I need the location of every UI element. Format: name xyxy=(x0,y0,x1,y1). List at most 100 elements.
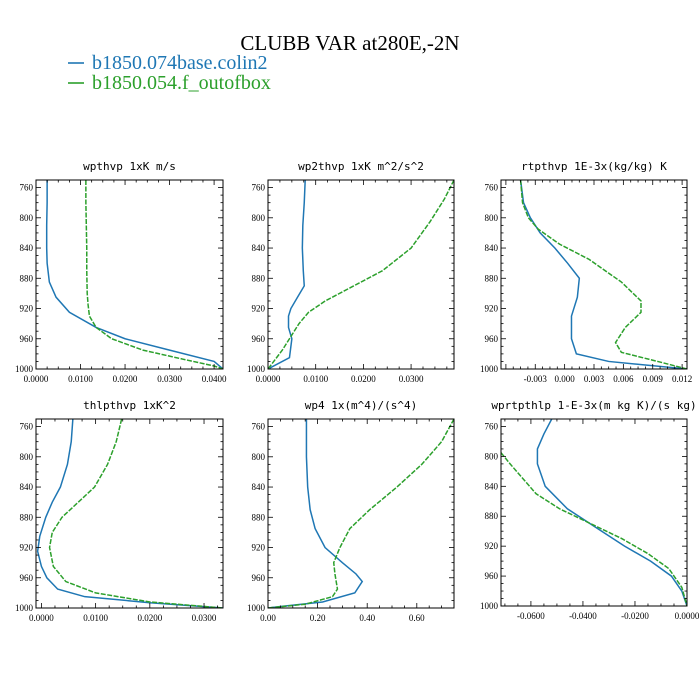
y-tick-label: 760 xyxy=(252,183,266,193)
y-tick-label: 800 xyxy=(485,451,499,461)
x-tick-label: 0.0100 xyxy=(303,374,328,384)
panel-6: wprtpthlp 1-E-3x(m kg K)/(s kg) 760 800 840… xyxy=(480,399,700,621)
series-line-2 xyxy=(85,180,223,369)
series-line-1 xyxy=(268,180,306,369)
y-tick-label: 920 xyxy=(20,543,34,553)
y-tick-label: 800 xyxy=(252,213,266,223)
panel-2: wp2thvp 1xK m^2/s^2 760 800 840 880 920 960 100… xyxy=(247,160,455,384)
panel-3: rtpthvp 1E-3x(kg/kg) K 760 800 840 880 920 960… xyxy=(480,160,692,384)
y-tick-label: 880 xyxy=(485,511,499,521)
panel-title: thlpthvp 1xK^2 xyxy=(83,399,176,412)
y-tick-label: 880 xyxy=(252,273,266,283)
series-line-1 xyxy=(268,419,364,608)
y-tick-label: 880 xyxy=(20,512,34,522)
y-tick-label: 1000 xyxy=(15,603,34,613)
y-tick-label: 800 xyxy=(20,452,34,462)
panel-title: rtpthvp 1E-3x(kg/kg) K xyxy=(521,160,667,173)
y-tick-label: 840 xyxy=(20,482,34,492)
panel-5: wp4 1x(m^4)/(s^4)76080084088092096010000… xyxy=(247,399,455,623)
y-tick-label: 960 xyxy=(252,573,266,583)
legend-label-1: b1850.074base.colin2 xyxy=(92,52,268,74)
y-tick-label: 800 xyxy=(485,213,499,223)
y-tick-label: 840 xyxy=(485,243,499,253)
figure-title: CLUBB VAR at280E,-2N xyxy=(240,31,459,55)
y-tick-label: 880 xyxy=(485,273,499,283)
x-tick-label: 0.0200 xyxy=(113,374,138,384)
x-tick-label: 0.20 xyxy=(310,613,326,623)
y-tick-label: 760 xyxy=(252,422,266,432)
y-tick-label: 880 xyxy=(252,512,266,522)
series-line-1 xyxy=(45,180,223,369)
axes-frame xyxy=(267,179,455,370)
y-tick-label: 960 xyxy=(252,334,266,344)
axes-frame xyxy=(35,418,224,609)
y-tick-label: 920 xyxy=(485,541,499,551)
series-line-2 xyxy=(501,452,687,606)
panel-title: wp2thvp 1xK m^2/s^2 xyxy=(298,160,424,173)
panel-title: wp4 1x(m^4)/(s^4) xyxy=(305,399,418,412)
y-tick-label: 1000 xyxy=(247,603,266,613)
series-line-2 xyxy=(268,419,454,608)
y-tick-label: 960 xyxy=(20,334,34,344)
y-tick-label: 840 xyxy=(485,481,499,491)
y-tick-label: 800 xyxy=(252,452,266,462)
x-tick-label: 0.000 xyxy=(555,374,576,384)
x-tick-label: -0.0400 xyxy=(569,611,597,621)
figure-legend: b1850.074base.colin2 b1850.054.f_outofbo… xyxy=(68,52,271,94)
y-tick-label: 960 xyxy=(485,334,499,344)
y-tick-label: 880 xyxy=(20,273,34,283)
panels: wpthvp 1xK m/s76080084088092096010000.00… xyxy=(15,160,700,623)
x-tick-label: 0.0000 xyxy=(29,613,54,623)
y-tick-label: 920 xyxy=(252,304,266,314)
y-tick-label: 760 xyxy=(485,183,499,193)
axes-frame xyxy=(500,418,688,607)
x-tick-label: 0.00 xyxy=(260,613,276,623)
y-tick-label: 840 xyxy=(20,243,34,253)
x-tick-label: 0.012 xyxy=(672,374,692,384)
x-tick-label: 0.0000 xyxy=(256,374,281,384)
y-tick-label: 1000 xyxy=(247,364,266,374)
series-line-1 xyxy=(36,419,223,608)
x-tick-label: -0.003 xyxy=(524,374,548,384)
y-tick-label: 760 xyxy=(20,422,34,432)
panel-1: wpthvp 1xK m/s 760 800 840 880 920 960 10000.00… xyxy=(15,160,227,384)
y-tick-label: 840 xyxy=(252,482,266,492)
series-line-1 xyxy=(519,180,687,369)
y-tick-label: 920 xyxy=(20,304,34,314)
panel-title: wprtpthlp 1-E-3x(m kg K)/(s kg) xyxy=(491,399,696,412)
y-tick-label: 760 xyxy=(485,421,499,431)
x-tick-label: 0.0400 xyxy=(202,374,227,384)
panel-title: wpthvp 1xK m/s xyxy=(83,160,176,173)
y-tick-label: 840 xyxy=(252,243,266,253)
series-line-1 xyxy=(536,419,687,606)
y-tick-label: 1000 xyxy=(480,364,499,374)
x-tick-label: 0.0300 xyxy=(399,374,424,384)
x-tick-label: 0.006 xyxy=(613,374,634,384)
x-tick-label: 0.0100 xyxy=(68,374,93,384)
series-line-2 xyxy=(268,180,454,369)
x-tick-label: 0.0300 xyxy=(192,613,217,623)
x-tick-label: 0.0000 xyxy=(24,374,49,384)
x-tick-label: 0.003 xyxy=(584,374,605,384)
x-tick-label: 0.0000 xyxy=(675,611,700,621)
x-tick-label: -0.0600 xyxy=(517,611,545,621)
axes-frame xyxy=(267,418,455,609)
axes-frame xyxy=(500,179,688,370)
panel-4: thlpthvp 1xK^2 760 800 840 880 920 960 10000.00… xyxy=(15,399,224,623)
series-line-2 xyxy=(48,419,223,608)
x-tick-label: -0.0200 xyxy=(621,611,649,621)
y-tick-label: 960 xyxy=(485,571,499,581)
x-tick-label: 0.60 xyxy=(409,613,425,623)
x-tick-label: 0.0200 xyxy=(137,613,162,623)
y-tick-label: 920 xyxy=(252,543,266,553)
y-tick-label: 1000 xyxy=(15,364,34,374)
x-tick-label: 0.0200 xyxy=(351,374,376,384)
axes-frame xyxy=(35,179,224,370)
legend-label-2: b1850.054.f_outofbox xyxy=(92,72,271,94)
x-tick-label: 0.0100 xyxy=(83,613,108,623)
x-tick-label: 0.009 xyxy=(643,374,664,384)
y-tick-label: 1000 xyxy=(480,601,499,611)
series-line-2 xyxy=(519,180,687,369)
y-tick-label: 800 xyxy=(20,213,34,223)
y-tick-label: 960 xyxy=(20,573,34,583)
